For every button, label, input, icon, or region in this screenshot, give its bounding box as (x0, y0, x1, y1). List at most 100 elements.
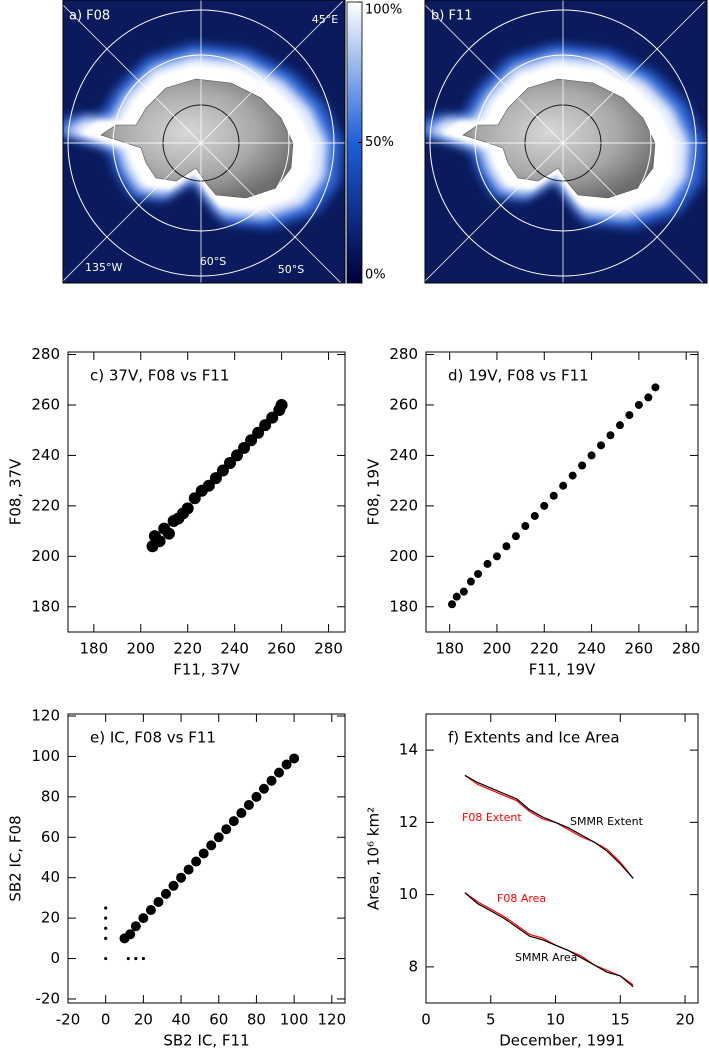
y-tick-label: 200 (31, 547, 60, 565)
map-label: 50°S (278, 263, 304, 276)
y-axis-label: Area, 10⁶ km² (365, 807, 383, 910)
scatter-point (238, 441, 251, 454)
scatter-point (209, 472, 222, 485)
map-label: 135°W (85, 261, 122, 274)
colorbar-label: 100% (365, 3, 402, 18)
scatter-point (104, 926, 108, 930)
scatter-point (521, 522, 530, 531)
y-tick-label: 40 (41, 868, 60, 886)
scatter-point (448, 600, 457, 609)
scatter-point (188, 492, 201, 505)
scatter-point (176, 872, 187, 883)
scatter-point (243, 799, 254, 810)
scatter-point (530, 511, 539, 520)
y-tick-label: 180 (389, 597, 418, 615)
y-tick-label: 8 (408, 957, 418, 975)
map-content (425, 0, 707, 283)
scatter-point (213, 832, 224, 843)
panel-title: e) IC, F08 vs F11 (90, 729, 216, 747)
scatter-point (130, 921, 141, 932)
x-tick-label: 5 (486, 1011, 496, 1029)
y-tick-label: 240 (389, 446, 418, 464)
scatter-point (615, 421, 624, 430)
plot-frame (67, 351, 346, 633)
scatter-point (466, 577, 475, 586)
plot-frame (67, 713, 346, 1004)
scatter-point (625, 411, 634, 420)
scatter-point (266, 411, 279, 424)
y-tick-label: 10 (399, 885, 418, 903)
scatter-point (168, 880, 179, 891)
series-line (464, 892, 634, 988)
scatter-point (236, 808, 247, 819)
y-tick-label: 0 (50, 949, 60, 967)
map-frame (62, 0, 346, 284)
x-tick-label: 0 (101, 1011, 111, 1029)
x-axis-label: SB2 IC, F11 (163, 1032, 249, 1050)
x-tick-label: 0 (421, 1011, 431, 1029)
scatter-point (228, 816, 239, 827)
map-title: a) F08 (69, 9, 110, 24)
x-axis-label: December, 1991 (499, 1032, 625, 1050)
scatter-point (281, 759, 292, 770)
scatter-point (104, 916, 108, 920)
scatter-point (138, 913, 149, 924)
scatter-point (502, 542, 511, 551)
scatter-point (606, 431, 615, 440)
scatter-point (145, 905, 156, 916)
scatter-point (452, 592, 461, 601)
scatter-point (202, 479, 215, 492)
x-tick-label: 15 (611, 1011, 630, 1029)
x-tick-label: 60 (209, 1011, 228, 1029)
scatter-point (511, 532, 520, 541)
x-tick-label: 240 (577, 640, 606, 658)
scatter-point (644, 393, 653, 402)
map-content (63, 0, 345, 283)
scatter-point (216, 464, 229, 477)
y-axis-label: F08, 37V (7, 458, 25, 525)
x-tick-label: 260 (267, 640, 296, 658)
scatter-point (104, 936, 108, 940)
scatter-point (251, 791, 262, 802)
scatter-point (104, 956, 108, 961)
x-tick-label: 180 (435, 640, 464, 658)
x-tick-label: 10 (546, 1011, 565, 1029)
scatter-point (181, 502, 194, 515)
scatter-point (549, 491, 558, 500)
y-tick-label: -20 (36, 989, 61, 1007)
scatter-point (568, 471, 577, 480)
x-tick-label: 20 (134, 1011, 153, 1029)
scatter-point (587, 451, 596, 460)
map-panel: b) F11 (424, 0, 708, 284)
scatter-point (459, 587, 468, 596)
scatter-point (221, 824, 232, 835)
scatter-point (492, 552, 501, 561)
y-tick-label: 100 (31, 747, 60, 765)
y-tick-label: 120 (31, 707, 60, 725)
scatter-point (231, 449, 244, 462)
series-label: SMMR Extent (570, 815, 644, 828)
scatter-point (153, 896, 164, 907)
scatter-point (252, 426, 265, 439)
y-tick-label: 180 (31, 597, 60, 615)
scatter-point (559, 481, 568, 490)
scatter-point (245, 434, 258, 447)
x-tick-label: 180 (80, 640, 109, 658)
scatter-point (540, 501, 549, 510)
panel-title: f) Extents and Ice Area (448, 729, 620, 747)
ice-and-land (63, 0, 345, 283)
scatter-point (275, 398, 288, 411)
x-tick-label: 100 (280, 1011, 309, 1029)
scatter-point (274, 767, 285, 778)
panel-title: c) 37V, F08 vs F11 (90, 367, 229, 385)
x-axis-label: F11, 19V (529, 661, 596, 679)
y-tick-label: 60 (41, 828, 60, 846)
panel-title: d) 19V, F08 vs F11 (448, 367, 589, 385)
plot-frame (425, 351, 699, 633)
map-label: 60°S (200, 255, 226, 268)
series-label: F08 Extent (462, 811, 522, 824)
x-tick-label: 80 (247, 1011, 266, 1029)
scatter-point (183, 864, 194, 875)
